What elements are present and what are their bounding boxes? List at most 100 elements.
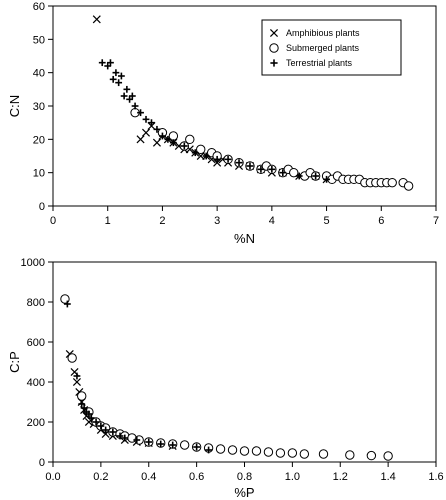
legend-symbol <box>269 43 279 53</box>
legend-symbol <box>270 59 278 67</box>
data-point-terrestrial <box>128 92 136 100</box>
data-point-terrestrial <box>131 102 139 110</box>
data-point-submerged <box>345 450 355 460</box>
x-tick-label: 4 <box>269 215 275 227</box>
y-tick-label: 1000 <box>21 257 45 269</box>
legend: Amphibious plants Submerged plants Terrest… <box>261 19 402 76</box>
data-point-terrestrial <box>235 159 243 167</box>
data-point-terrestrial <box>157 440 165 448</box>
data-point-submerged <box>263 447 274 457</box>
data-point-terrestrial <box>224 155 232 163</box>
x-tick-label: 3 <box>214 215 220 227</box>
x-axis-label: %N <box>234 231 255 246</box>
data-point-terrestrial <box>98 59 106 67</box>
data-point-terrestrial <box>107 59 114 67</box>
legend-symbol <box>269 28 279 38</box>
x-tick-label: 1.6 <box>428 471 443 483</box>
y-tick-label: 40 <box>33 68 45 80</box>
y-tick-label: 50 <box>33 34 45 46</box>
data-point-submerged <box>227 445 238 455</box>
y-tick-label: 20 <box>33 134 45 146</box>
data-point-terrestrial <box>142 115 150 123</box>
data-point-terrestrial <box>153 125 161 133</box>
data-point-submerged <box>275 448 286 458</box>
data-point-terrestrial <box>180 142 188 150</box>
y-tick-label: 0 <box>39 457 45 469</box>
data-point-submerged <box>77 391 87 401</box>
data-point-terrestrial <box>257 165 265 173</box>
data-point-terrestrial <box>63 300 71 308</box>
x-tick-label: 0.2 <box>93 471 108 483</box>
data-point-submerged <box>387 177 397 188</box>
data-point-terrestrial <box>87 414 95 422</box>
data-point-terrestrial <box>102 426 110 434</box>
data-point-submerged <box>366 450 377 461</box>
x-tick-label: 1.0 <box>285 471 300 483</box>
data-point-amphibious <box>152 138 161 147</box>
data-point-terrestrial <box>246 162 254 170</box>
data-point-terrestrial <box>116 432 124 440</box>
y-tick-label: 400 <box>27 377 45 389</box>
data-point-submerged <box>289 167 299 178</box>
data-point-terrestrial <box>109 428 117 436</box>
y-axis-label: C:N <box>7 95 22 117</box>
chart-panel-cn: 0 1 2 3 4 5 6 7 0 10 20 30 40 50 60 %N C:N Amphibious pla… <box>7 1 439 246</box>
data-point-terrestrial <box>164 135 172 143</box>
x-tick-label: 0.0 <box>45 471 60 483</box>
data-point-terrestrial <box>123 85 131 93</box>
data-point-terrestrial <box>148 119 155 127</box>
data-point-terrestrial <box>121 434 129 442</box>
data-point-terrestrial <box>80 404 88 412</box>
data-point-submerged <box>383 451 393 461</box>
y-tick-label: 10 <box>33 168 45 180</box>
legend-entry: Submerged plants <box>286 43 360 53</box>
data-point-terrestrial <box>191 149 199 157</box>
data-point-terrestrial <box>145 438 153 446</box>
data-point-amphibious <box>136 135 145 144</box>
data-point-submerged <box>403 181 414 191</box>
data-point-terrestrial <box>193 443 201 451</box>
y-tick-label: 600 <box>27 337 45 349</box>
data-point-terrestrial <box>109 75 117 83</box>
x-tick-label: 5 <box>324 215 330 227</box>
y-tick-label: 200 <box>27 417 45 429</box>
x-tick-label: 1 <box>105 215 111 227</box>
data-point-terrestrial <box>279 169 287 177</box>
data-point-terrestrial <box>117 72 125 80</box>
data-point-submerged <box>299 449 310 459</box>
y-axis-label: C:P <box>7 351 22 373</box>
x-tick-label: 7 <box>433 215 439 227</box>
data-point-terrestrial <box>159 132 166 140</box>
chart-panel-cp: 0.0 0.2 0.4 0.6 0.8 1.0 1.2 1.4 1.6 0 200 400 600 800… <box>7 257 444 500</box>
data-point-submerged <box>179 440 190 450</box>
data-point-terrestrial <box>115 79 123 87</box>
x-tick-label: 0 <box>50 215 56 227</box>
data-point-terrestrial <box>295 172 303 180</box>
legend-box <box>261 19 402 76</box>
data-point-terrestrial <box>213 155 221 163</box>
x-tick-label: 6 <box>378 215 384 227</box>
data-point-submerged <box>196 144 206 155</box>
y-tick-label: 60 <box>33 1 45 13</box>
data-point-terrestrial <box>169 441 177 449</box>
data-point-terrestrial <box>97 422 105 430</box>
x-tick-label: 2 <box>159 215 165 227</box>
data-point-terrestrial <box>78 400 86 408</box>
data-point-terrestrial <box>169 139 177 147</box>
data-point-terrestrial <box>92 418 100 426</box>
data-point-terrestrial <box>137 109 144 117</box>
x-tick-label: 1.2 <box>333 471 348 483</box>
data-point-submerged <box>318 449 329 459</box>
data-point-submerged <box>251 446 262 456</box>
data-point-terrestrial <box>133 436 141 444</box>
data-point-terrestrial <box>312 172 320 180</box>
data-point-terrestrial <box>268 165 276 173</box>
data-point-amphibious <box>92 15 101 24</box>
x-tick-label: 0.4 <box>141 471 156 483</box>
data-point-submerged <box>239 446 250 456</box>
data-point-submerged <box>67 353 77 363</box>
x-tick-label: 0.8 <box>237 471 252 483</box>
data-point-terrestrial <box>202 152 210 160</box>
data-point-terrestrial <box>112 69 120 77</box>
